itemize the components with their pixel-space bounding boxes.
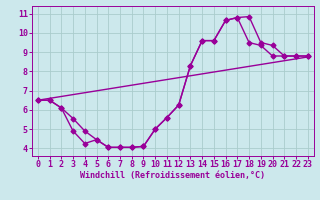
X-axis label: Windchill (Refroidissement éolien,°C): Windchill (Refroidissement éolien,°C) bbox=[80, 171, 265, 180]
